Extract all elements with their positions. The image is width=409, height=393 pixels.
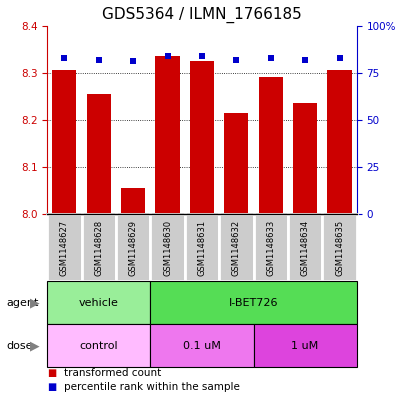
Text: vehicle: vehicle xyxy=(79,298,118,308)
Bar xyxy=(327,70,351,214)
Point xyxy=(301,56,308,62)
Bar xyxy=(184,214,218,281)
Bar xyxy=(81,214,116,281)
Bar xyxy=(150,214,184,281)
Bar xyxy=(218,214,253,281)
Text: transformed count: transformed count xyxy=(63,368,160,378)
Bar xyxy=(86,94,110,214)
Bar xyxy=(47,324,150,367)
Bar xyxy=(47,281,150,324)
Text: GSM1148633: GSM1148633 xyxy=(265,219,274,276)
Bar xyxy=(258,77,282,214)
Text: ■: ■ xyxy=(47,382,56,392)
Bar xyxy=(150,324,253,367)
Bar xyxy=(47,214,81,281)
Text: ▶: ▶ xyxy=(30,296,40,309)
Text: dose: dose xyxy=(6,341,33,351)
Text: GSM1148628: GSM1148628 xyxy=(94,220,103,275)
Point xyxy=(198,53,204,59)
Bar xyxy=(116,214,150,281)
Text: GSM1148630: GSM1148630 xyxy=(163,220,172,275)
Bar xyxy=(224,113,248,214)
Text: GSM1148627: GSM1148627 xyxy=(60,220,69,275)
Point xyxy=(95,56,102,62)
Bar xyxy=(189,61,213,214)
Bar xyxy=(321,214,356,281)
Point xyxy=(335,55,342,61)
Text: 1 uM: 1 uM xyxy=(291,341,318,351)
Bar xyxy=(253,324,356,367)
Bar xyxy=(253,214,287,281)
Point xyxy=(61,55,67,61)
Point xyxy=(267,55,273,61)
Text: ▶: ▶ xyxy=(30,339,40,353)
Text: GSM1148631: GSM1148631 xyxy=(197,220,206,275)
Point xyxy=(232,56,239,62)
Point xyxy=(130,58,136,64)
Text: I-BET726: I-BET726 xyxy=(228,298,278,308)
Bar xyxy=(287,214,321,281)
Text: control: control xyxy=(79,341,118,351)
Text: GSM1148632: GSM1148632 xyxy=(231,220,240,275)
Bar xyxy=(292,103,317,214)
Text: GSM1148629: GSM1148629 xyxy=(128,220,137,275)
Bar xyxy=(150,281,356,324)
Text: percentile rank within the sample: percentile rank within the sample xyxy=(63,382,239,392)
Title: GDS5364 / ILMN_1766185: GDS5364 / ILMN_1766185 xyxy=(102,7,301,23)
Text: GSM1148635: GSM1148635 xyxy=(334,220,343,275)
Text: 0.1 uM: 0.1 uM xyxy=(182,341,220,351)
Bar xyxy=(155,56,179,214)
Text: GSM1148634: GSM1148634 xyxy=(300,220,309,275)
Bar xyxy=(52,70,76,214)
Text: ■: ■ xyxy=(47,368,56,378)
Point xyxy=(164,53,171,59)
Bar xyxy=(121,188,145,214)
Text: agent: agent xyxy=(6,298,38,308)
